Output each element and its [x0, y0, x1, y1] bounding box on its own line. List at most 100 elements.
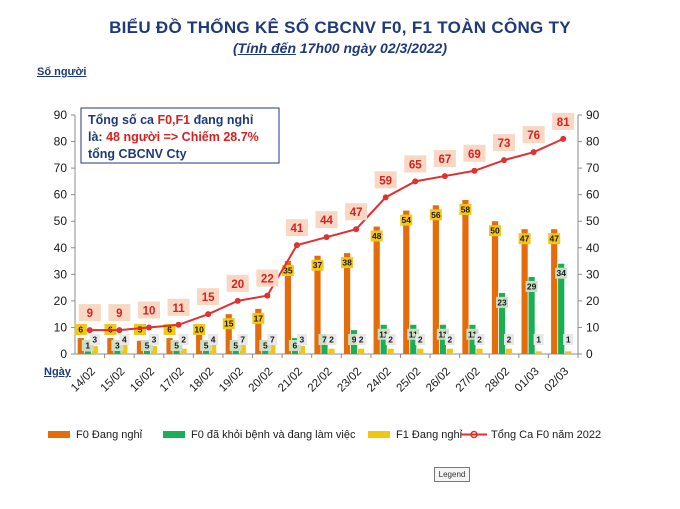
bar-value-label: 38 — [342, 258, 352, 268]
total-value-badge — [256, 269, 279, 287]
bar-f0-resting — [432, 205, 439, 354]
bar-f0-resting — [284, 261, 292, 354]
legend-swatch — [48, 431, 70, 438]
y2-tick-label: 90 — [586, 108, 600, 122]
bar-f0-resting — [136, 340, 144, 354]
x-tick-label: 26/02 — [424, 366, 453, 395]
bar-value-label: 6 — [78, 325, 83, 335]
bar-value-label: 4 — [122, 335, 127, 345]
total-value-badge — [493, 134, 516, 152]
bar-value-label: 11 — [468, 329, 477, 339]
total-value-label: 41 — [291, 223, 304, 235]
y2-tick-label: 70 — [586, 161, 600, 175]
legend-swatch — [163, 431, 185, 438]
x-tick-label: 28/02 — [483, 366, 512, 395]
bar-value-badge — [296, 334, 307, 345]
bar-value-label: 15 — [224, 319, 234, 329]
bar-value-badge — [525, 280, 538, 292]
bar-value-badge — [170, 340, 183, 351]
bar-f1-resting — [121, 343, 128, 354]
y-tick-label: 40 — [54, 241, 68, 255]
x-tick-label: 25/02 — [395, 366, 424, 395]
bar-value-badge — [407, 328, 420, 340]
bar-value-label: 6 — [293, 341, 298, 351]
y2-tick-label: 50 — [586, 214, 600, 228]
total-f0-marker — [471, 167, 478, 174]
y2-tick-label: 10 — [586, 320, 600, 334]
y2-tick-label: 40 — [586, 241, 600, 255]
bar-value-badge — [281, 265, 294, 277]
annotation-text: là: — [88, 130, 106, 144]
bar-value-badge — [237, 334, 248, 345]
bar-value-label: 29 — [527, 281, 537, 291]
bar-value-label: 17 — [254, 313, 264, 323]
x-tick-label: 16/02 — [128, 366, 157, 395]
y-axis-label: Số người — [37, 66, 87, 78]
total-value-label: 10 — [143, 305, 156, 317]
total-value-label: 20 — [231, 279, 244, 291]
bar-value-label: 5 — [174, 341, 179, 351]
bar-f1-resting — [91, 346, 98, 354]
bar-value-label: 5 — [233, 341, 238, 351]
total-value-label: 47 — [350, 207, 363, 219]
bar-value-label: 2 — [477, 335, 482, 345]
total-value-label: 67 — [438, 154, 451, 166]
bar-value-badge — [133, 324, 146, 335]
total-value-badge — [167, 298, 190, 316]
bar-value-label: 2 — [418, 335, 423, 345]
total-value-label: 9 — [116, 308, 122, 320]
bar-f1-resting — [357, 348, 365, 354]
total-value-label: 65 — [409, 159, 422, 171]
bar-value-label: 5 — [145, 341, 150, 351]
bar-value-label: 11 — [379, 329, 388, 339]
bar-value-label: 1 — [536, 335, 541, 345]
y-tick-label: 80 — [54, 135, 68, 149]
bar-value-label: 48 — [372, 231, 382, 241]
annotation-highlight: F0,F1 — [157, 113, 190, 127]
bar-f1-resting — [328, 348, 335, 354]
subtitle-rest: 17h00 ngày 02/3/2022) — [296, 40, 447, 56]
bar-value-label: 54 — [402, 215, 412, 225]
y-tick-label: 90 — [54, 108, 68, 122]
subtitle-prefix: ( — [233, 40, 238, 56]
bar-f0-resting — [77, 338, 84, 354]
bar-value-badge — [140, 340, 153, 351]
x-tick-label: 22/02 — [306, 366, 335, 395]
bar-f1-resting — [505, 348, 513, 354]
total-value-badge — [404, 155, 427, 173]
bar-value-badge — [267, 334, 278, 345]
legend-swatch-marker — [470, 430, 478, 439]
bar-value-label: 7 — [270, 335, 275, 345]
total-value-label: 76 — [527, 130, 540, 142]
total-f0-marker — [382, 194, 389, 201]
total-value-label: 9 — [87, 308, 93, 320]
bar-f0-resting — [373, 226, 380, 354]
bar-f1-resting — [565, 351, 572, 354]
bar-value-badge — [193, 324, 206, 335]
total-f0-marker — [293, 242, 300, 249]
bar-value-badge — [89, 334, 100, 345]
bar-value-badge — [200, 340, 213, 351]
total-value-badge — [226, 274, 249, 292]
legend-label: F1 Đang nghỉ — [396, 429, 463, 441]
bar-f0-resting — [314, 255, 321, 354]
legend-button[interactable]: Legend — [434, 467, 470, 482]
y2-tick-label: 60 — [586, 188, 600, 202]
x-tick-label: 23/02 — [335, 366, 364, 395]
bar-value-badge — [370, 230, 383, 242]
bar-value-label: 50 — [490, 226, 500, 236]
bar-value-badge — [356, 334, 367, 345]
y-tick-label: 50 — [54, 214, 68, 228]
bar-value-label: 5 — [204, 341, 209, 351]
bar-value-badge — [163, 324, 176, 335]
total-f0-marker — [205, 311, 212, 318]
legend-label: F0 Đang nghỉ — [76, 429, 143, 441]
total-value-badge — [345, 203, 368, 221]
bar-value-label: 5 — [138, 325, 143, 335]
bar-value-label: 5 — [263, 341, 268, 351]
bar-value-badge — [459, 203, 472, 215]
bar-value-label: 3 — [115, 341, 120, 351]
y2-tick-label: 0 — [586, 347, 593, 361]
bar-f1-resting — [417, 348, 424, 354]
